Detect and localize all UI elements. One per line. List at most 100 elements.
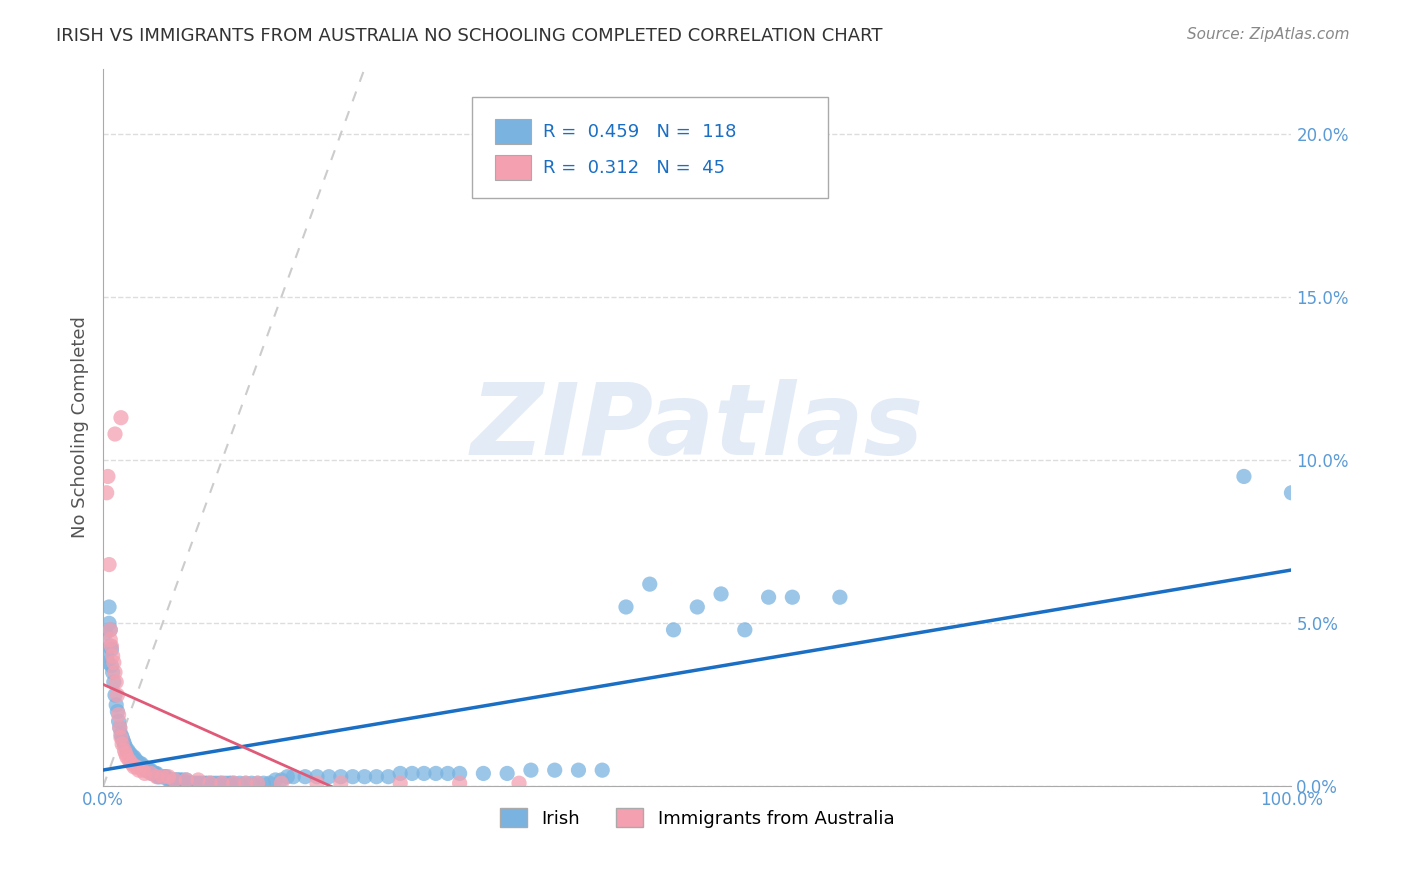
Immigrants from Australia [235, 776, 257, 790]
Irish [246, 776, 269, 790]
Irish [169, 772, 191, 787]
Irish [145, 766, 167, 780]
Irish [118, 747, 141, 761]
Irish [198, 776, 221, 790]
Irish [160, 772, 183, 787]
Irish [221, 776, 243, 790]
Irish [132, 760, 155, 774]
Immigrants from Australia [222, 776, 245, 790]
Immigrants from Australia [96, 485, 118, 500]
Irish [105, 698, 128, 712]
Immigrants from Australia [98, 558, 121, 572]
Irish [138, 763, 160, 777]
Irish [149, 770, 172, 784]
Irish [125, 753, 148, 767]
Irish [153, 770, 176, 784]
Irish [1233, 469, 1256, 483]
Irish [353, 770, 375, 784]
Irish [141, 766, 163, 780]
Irish [114, 737, 136, 751]
Irish [131, 760, 153, 774]
Immigrants from Australia [108, 721, 131, 735]
Immigrants from Australia [246, 776, 269, 790]
Immigrants from Australia [110, 731, 132, 745]
Immigrants from Australia [97, 469, 120, 483]
Immigrants from Australia [114, 747, 136, 761]
Irish [283, 770, 305, 784]
Irish [270, 772, 292, 787]
Irish [98, 623, 121, 637]
Irish [401, 766, 423, 780]
Irish [98, 616, 121, 631]
FancyBboxPatch shape [471, 97, 828, 198]
Immigrants from Australia [187, 772, 209, 787]
Immigrants from Australia [134, 766, 156, 780]
Immigrants from Australia [139, 766, 162, 780]
Irish [142, 766, 165, 780]
Immigrants from Australia [105, 688, 128, 702]
Irish [240, 776, 263, 790]
Immigrants from Australia [107, 707, 129, 722]
Irish [101, 665, 124, 680]
Irish [128, 756, 150, 771]
Irish [208, 776, 231, 790]
Irish [544, 763, 567, 777]
Irish [97, 656, 120, 670]
Immigrants from Australia [145, 770, 167, 784]
Irish [187, 776, 209, 790]
Irish [143, 766, 166, 780]
Irish [145, 766, 167, 780]
Irish [183, 776, 205, 790]
Immigrants from Australia [157, 770, 180, 784]
Irish [180, 776, 202, 790]
Immigrants from Australia [105, 675, 128, 690]
Irish [389, 766, 412, 780]
Irish [190, 776, 212, 790]
Text: R =  0.459   N =  118: R = 0.459 N = 118 [543, 123, 737, 141]
Immigrants from Australia [115, 750, 138, 764]
Irish [135, 763, 157, 777]
Legend: Irish, Immigrants from Australia: Irish, Immigrants from Australia [494, 801, 901, 835]
Irish [614, 599, 637, 614]
Immigrants from Australia [101, 648, 124, 663]
Irish [136, 763, 159, 777]
Irish [638, 577, 661, 591]
Text: IRISH VS IMMIGRANTS FROM AUSTRALIA NO SCHOOLING COMPLETED CORRELATION CHART: IRISH VS IMMIGRANTS FROM AUSTRALIA NO SC… [56, 27, 883, 45]
Irish [124, 753, 146, 767]
Text: ZIPatlas: ZIPatlas [471, 379, 924, 476]
Immigrants from Australia [111, 737, 134, 751]
Immigrants from Australia [98, 623, 121, 637]
Irish [235, 776, 257, 790]
Immigrants from Australia [125, 760, 148, 774]
Irish [205, 776, 228, 790]
Irish [105, 705, 128, 719]
Irish [520, 763, 543, 777]
Irish [112, 733, 135, 747]
Immigrants from Australia [118, 753, 141, 767]
Immigrants from Australia [104, 427, 127, 442]
Irish [94, 626, 117, 640]
Immigrants from Australia [389, 776, 412, 790]
Irish [176, 772, 198, 787]
Irish [98, 599, 121, 614]
Irish [828, 591, 851, 605]
Irish [342, 770, 364, 784]
Immigrants from Australia [198, 776, 221, 790]
Immigrants from Australia [100, 639, 122, 653]
Irish [252, 776, 274, 790]
Immigrants from Australia [329, 776, 352, 790]
Immigrants from Australia [122, 760, 145, 774]
Irish [318, 770, 340, 784]
Irish [148, 770, 170, 784]
Immigrants from Australia [98, 632, 121, 647]
Irish [201, 776, 224, 790]
Immigrants from Australia [131, 763, 153, 777]
Irish [436, 766, 458, 780]
Irish [734, 623, 756, 637]
Irish [758, 591, 780, 605]
Irish [98, 639, 121, 653]
Immigrants from Australia [104, 665, 127, 680]
Irish [294, 770, 316, 784]
Irish [276, 770, 298, 784]
Irish [129, 756, 152, 771]
